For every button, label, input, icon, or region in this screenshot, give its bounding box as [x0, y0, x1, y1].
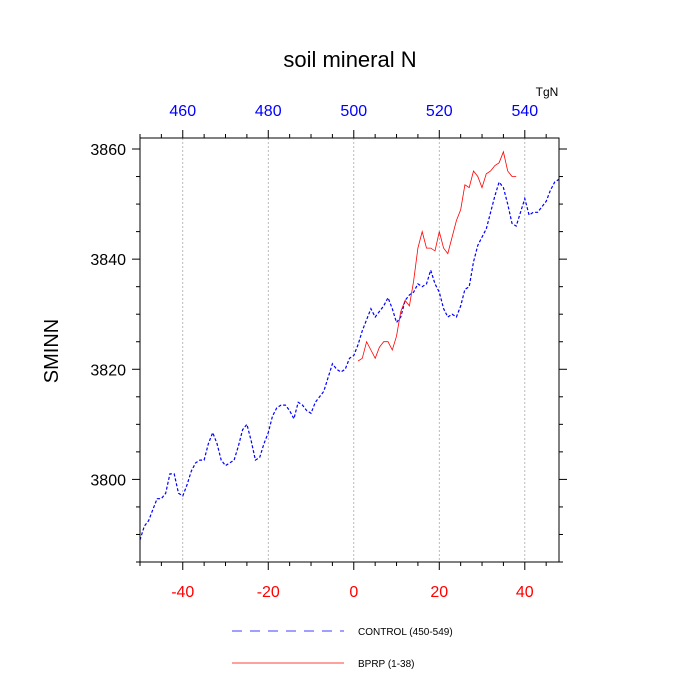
top-axis-unit-label: TgN — [536, 85, 559, 99]
x-tick-label-bottom: -40 — [171, 584, 194, 601]
x-tick-label-bottom: 20 — [430, 584, 448, 601]
x-tick-label-bottom: 0 — [349, 584, 358, 601]
legend-label: CONTROL (450-549) — [358, 627, 453, 638]
x-tick-label-top: 540 — [511, 103, 538, 120]
plot-frame — [139, 137, 560, 563]
x-tick-label-top: 500 — [340, 103, 367, 120]
y-tick-label: 3800 — [90, 472, 126, 489]
x-tick-label-top: 460 — [169, 103, 196, 120]
series-line-control — [139, 178, 560, 541]
grid — [182, 138, 526, 562]
y-tick-label: 3860 — [90, 142, 126, 159]
x-tick-label-bottom: 40 — [516, 584, 534, 601]
x-tick-label-top: 480 — [255, 103, 282, 120]
x-tick-label-top: 520 — [426, 103, 453, 120]
axis-ticks: -40 -20 0 20 40 460 480 500 520 540 3800 3820 3840 38… — [90, 103, 567, 601]
legend: CONTROL (450-549) BPRP (1-38) — [232, 627, 453, 670]
x-tick-label-bottom: -20 — [257, 584, 280, 601]
series-line-bprp — [357, 150, 517, 362]
legend-label: BPRP (1-38) — [358, 659, 415, 670]
y-tick-label: 3840 — [90, 252, 126, 269]
chart-title: soil mineral N — [283, 47, 416, 72]
plot-series — [139, 150, 560, 541]
y-axis-label: SMINN — [41, 319, 63, 383]
y-tick-label: 3820 — [90, 362, 126, 379]
